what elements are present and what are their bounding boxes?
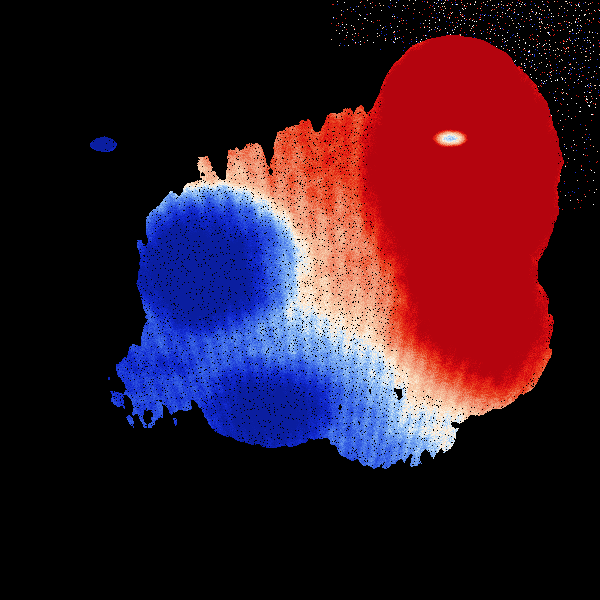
radar-velocity-canvas: [0, 0, 600, 600]
radar-velocity-view: Doppler Radar Radial Velocity: [0, 0, 600, 600]
